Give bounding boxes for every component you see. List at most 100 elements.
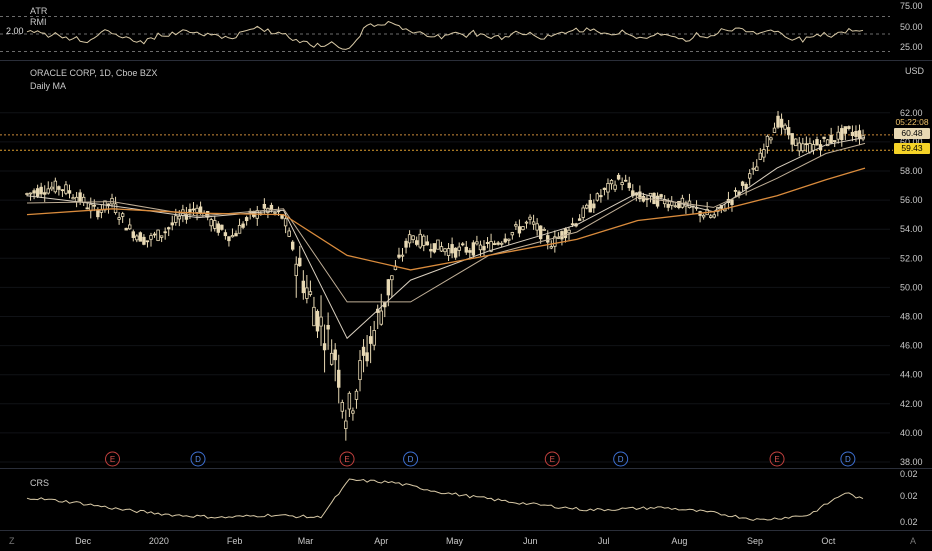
candle-body: [301, 280, 306, 294]
candle-body: [857, 130, 862, 140]
candle-body: [815, 139, 819, 146]
candle-body: [365, 352, 369, 362]
event-marker: [840, 451, 856, 467]
event-marker: [769, 451, 785, 467]
price-pane[interactable]: 38.00 40.00 42.00 44.00 46.00 48.00 50.00 52.00…: [0, 61, 932, 468]
candle-body: [546, 235, 550, 243]
y-tick-label: 40.00: [900, 428, 923, 438]
candle-body: [457, 246, 461, 251]
candle-body: [177, 215, 182, 220]
candle-body: [496, 242, 500, 245]
candle-body: [482, 246, 486, 251]
crs-scale-top: 0.02: [900, 469, 918, 479]
event-marker: [190, 451, 206, 467]
candle-body: [514, 224, 518, 227]
y-tick-label: 62.00: [900, 108, 923, 118]
time-axis[interactable]: Dec 2020 Feb Mar Apr May Jun Jul Aug Sep Oct Z A: [0, 530, 932, 551]
candle-body: [216, 223, 220, 233]
atr-label: ATR: [30, 6, 48, 16]
candle-body: [156, 229, 160, 241]
candle-body: [344, 420, 348, 429]
x-tick-label: May: [446, 536, 464, 546]
auto-scale-icon[interactable]: A: [910, 536, 917, 546]
candle-body: [28, 192, 33, 195]
candle-body: [322, 343, 327, 351]
candle-body: [641, 195, 646, 202]
candle-body: [585, 204, 589, 209]
candle-body: [627, 182, 631, 189]
price-plot[interactable]: 38.00 40.00 42.00 44.00 46.00 48.00 50.00 52.00…: [0, 61, 932, 468]
last-price-tag: 60.48: [894, 128, 930, 139]
candle-body: [563, 228, 568, 239]
candle-body: [567, 229, 571, 234]
candle-body: [822, 136, 826, 139]
rmi-label: RMI: [30, 17, 47, 27]
candle-body: [230, 235, 235, 238]
separator-top[interactable]: [0, 60, 932, 61]
candle-body: [43, 192, 47, 195]
candle-body: [751, 167, 755, 170]
x-tick-label: Sep: [747, 536, 763, 546]
candle-body: [613, 184, 617, 190]
candle-body: [67, 190, 72, 194]
candle-body: [298, 257, 302, 267]
candle-body: [308, 291, 313, 295]
countdown-tag: 05:22:08: [894, 117, 930, 128]
candle-body: [744, 183, 748, 190]
candle-body: [797, 142, 801, 152]
candle-body: [492, 243, 497, 245]
x-tick-label: Apr: [374, 536, 388, 546]
y-tick-label: 56.00: [900, 195, 923, 205]
event-marker-label: D: [408, 455, 414, 464]
y-tick-label: 38.00: [900, 457, 923, 467]
y-tick-label: 44.00: [900, 370, 923, 380]
candle-body: [450, 244, 454, 254]
crs-pane: CRS 0.02 0.02 0.02: [0, 469, 932, 530]
candle-body: [616, 174, 621, 180]
x-tick-label: Aug: [671, 536, 687, 546]
candle-body: [623, 179, 628, 182]
candle-body: [786, 127, 791, 136]
candle-body: [712, 214, 716, 218]
event-marker-label: D: [845, 455, 851, 464]
candle-body: [404, 240, 408, 248]
x-tick-label: Oct: [821, 536, 836, 546]
candle-body: [312, 306, 316, 327]
candle-body: [478, 244, 483, 251]
candle-body: [595, 193, 600, 201]
candle-body: [471, 242, 476, 256]
candle-body: [315, 310, 320, 332]
candle-body: [262, 203, 267, 209]
event-marker: [403, 451, 419, 467]
candle-body: [758, 152, 763, 160]
candle-body: [184, 214, 189, 220]
chart-title: ORACLE CORP, 1D, Cboe BZX: [30, 68, 158, 78]
candle-body: [60, 189, 65, 192]
candle-body: [811, 144, 816, 151]
marked-price-tag: 59.43: [894, 143, 930, 154]
candle-body: [843, 126, 848, 134]
candle-body: [131, 231, 135, 238]
candle-body: [779, 118, 784, 128]
candle-body: [825, 139, 830, 147]
candle-body: [538, 225, 543, 240]
candle-body: [833, 140, 837, 143]
x-tick-label: Mar: [298, 536, 314, 546]
candle-body: [549, 246, 553, 249]
candle-body: [326, 325, 330, 330]
candle-body: [244, 217, 249, 222]
timezone-icon[interactable]: Z: [9, 536, 15, 546]
candle-body: [209, 219, 213, 227]
candle-body: [747, 173, 752, 179]
candle-body: [163, 231, 167, 234]
y-tick-label: 46.00: [900, 341, 923, 351]
separator-bottom[interactable]: [0, 468, 932, 469]
candle-body: [92, 204, 97, 207]
candle-body: [234, 233, 238, 237]
y-tick-label: 58.00: [900, 166, 923, 176]
candle-body: [85, 207, 89, 210]
candle-body: [241, 223, 245, 228]
candle-body: [829, 134, 833, 144]
candle-body: [475, 241, 479, 245]
candle-body: [531, 221, 536, 225]
